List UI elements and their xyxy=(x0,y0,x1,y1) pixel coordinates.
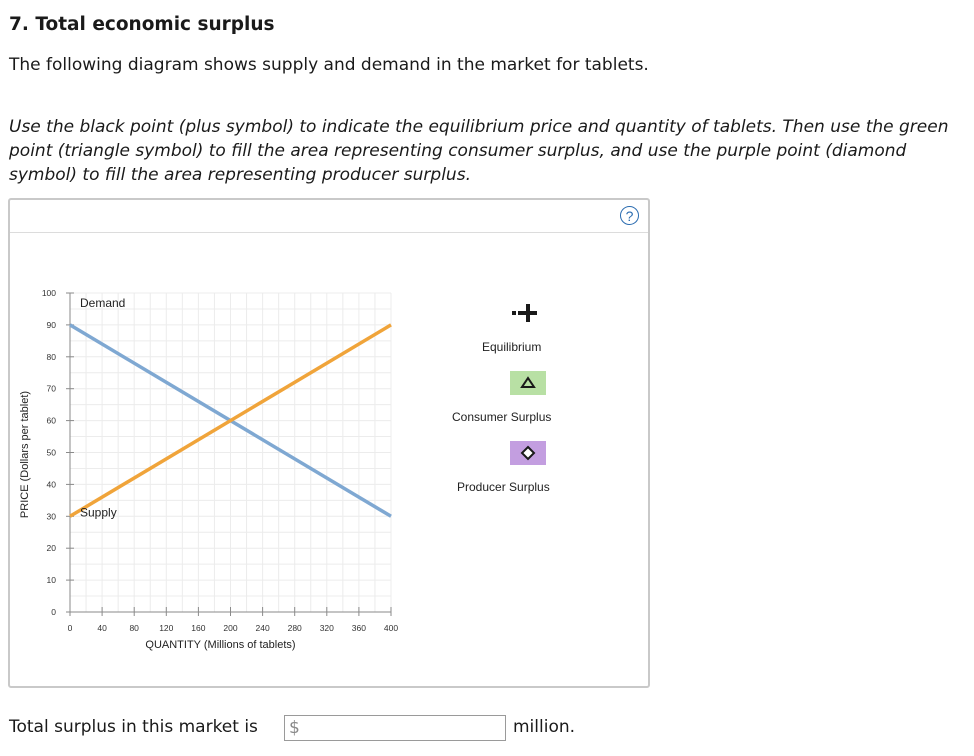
question-intro: The following diagram shows supply and d… xyxy=(9,55,649,75)
y-tick-label: 0 xyxy=(51,607,56,617)
x-tick-label: 40 xyxy=(97,623,107,633)
y-tick-label: 90 xyxy=(47,320,57,330)
y-tick-label: 10 xyxy=(47,575,57,585)
x-tick-label: 360 xyxy=(352,623,366,633)
producer-surplus-tool-label: Producer Surplus xyxy=(457,480,550,494)
chart-axes xyxy=(66,292,392,616)
y-tick-label: 30 xyxy=(47,511,57,521)
y-tick-label: 100 xyxy=(42,288,56,298)
supply-curve[interactable] xyxy=(69,323,392,518)
supply-demand-chart[interactable]: 0 10 20 30 40 50 60 70 80 90 100 0 40 80 120 160 200 240 2… xyxy=(10,200,648,686)
diamond-icon xyxy=(510,441,546,465)
panel-toolbar: ? xyxy=(10,200,648,233)
y-tick-label: 80 xyxy=(47,352,57,362)
answer-field[interactable]: $ xyxy=(284,715,506,741)
equilibrium-tool-label: Equilibrium xyxy=(482,340,542,354)
x-tick-label: 0 xyxy=(68,623,73,633)
question-title: 7. Total economic surplus xyxy=(9,14,275,35)
consumer-surplus-tool[interactable] xyxy=(510,371,546,395)
x-tick-label: 280 xyxy=(288,623,302,633)
y-tick-label: 50 xyxy=(47,448,57,458)
supply-curve-label: Supply xyxy=(80,505,117,519)
triangle-icon xyxy=(510,371,546,395)
y-tick-label: 20 xyxy=(47,543,57,553)
total-surplus-input[interactable] xyxy=(305,717,505,741)
y-tick-label: 60 xyxy=(47,416,57,426)
x-axis-title: QUANTITY (Millions of tablets) xyxy=(145,639,295,651)
chart-labels: 0 10 20 30 40 50 60 70 80 90 100 0 40 80 120 160 200 240 2… xyxy=(19,288,398,651)
x-tick-label: 160 xyxy=(191,623,205,633)
x-tick-label: 240 xyxy=(256,623,270,633)
y-tick-label: 40 xyxy=(47,479,57,489)
chart-series[interactable] xyxy=(69,323,392,518)
x-tick-label: 400 xyxy=(384,623,398,633)
answer-prefix: Total surplus in this market is xyxy=(9,717,258,737)
graph-panel: ? 0 10 20 30 40 50 60 70 80 90 100 0 40 80 120 160 200 24… xyxy=(8,198,650,688)
plus-icon xyxy=(512,304,537,322)
y-tick-label: 70 xyxy=(47,384,57,394)
question-instructions: Use the black point (plus symbol) to ind… xyxy=(9,117,949,185)
y-axis-title: PRICE (Dollars per tablet) xyxy=(19,391,31,518)
help-button[interactable]: ? xyxy=(620,206,639,225)
chart-grid xyxy=(69,292,392,613)
currency-symbol: $ xyxy=(289,718,300,738)
x-tick-label: 120 xyxy=(159,623,173,633)
answer-suffix: million. xyxy=(513,717,576,737)
consumer-surplus-tool-label: Consumer Surplus xyxy=(452,410,552,424)
x-tick-label: 200 xyxy=(223,623,237,633)
producer-surplus-tool[interactable] xyxy=(510,441,546,465)
demand-curve-label: Demand xyxy=(80,296,125,310)
x-tick-label: 80 xyxy=(129,623,139,633)
equilibrium-tool[interactable] xyxy=(502,301,538,329)
x-tick-label: 320 xyxy=(320,623,334,633)
